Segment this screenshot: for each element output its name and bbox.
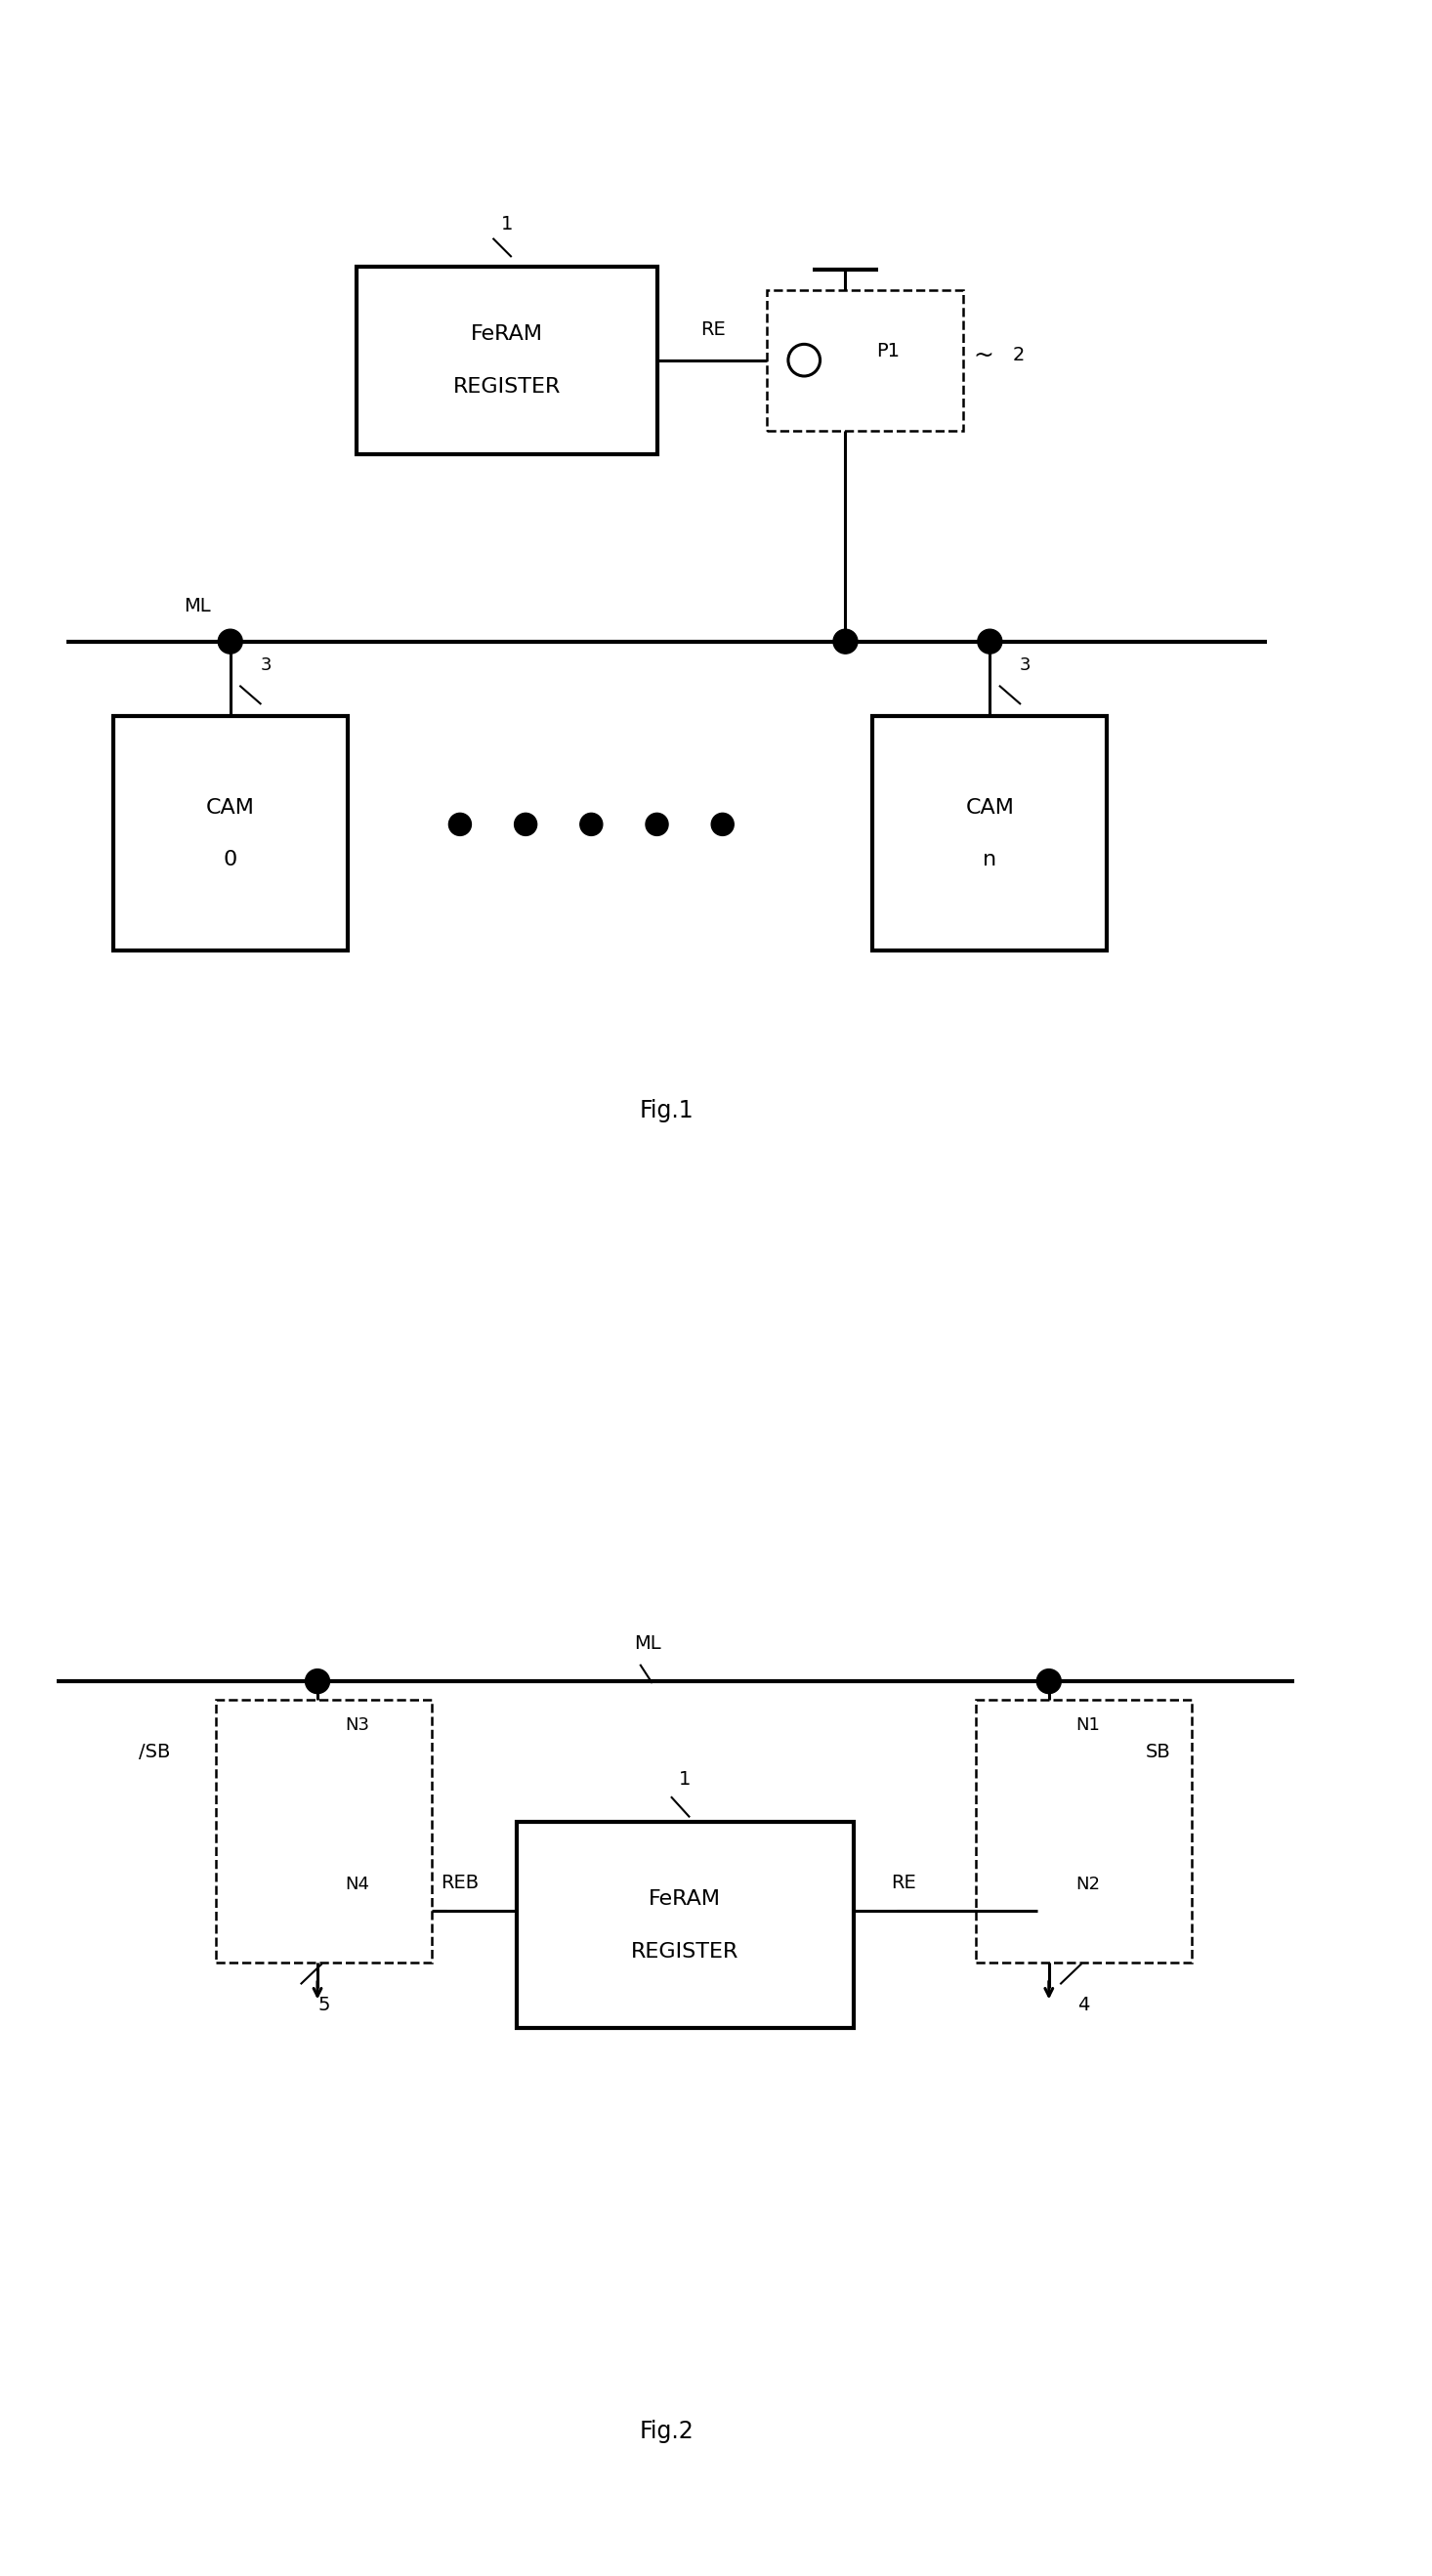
Text: Fig.2: Fig.2 [639, 2419, 693, 2442]
Circle shape [646, 814, 669, 835]
Text: REB: REB [441, 1873, 478, 1893]
Text: 2: 2 [1012, 345, 1024, 366]
Circle shape [218, 629, 242, 654]
Text: N1: N1 [1075, 1716, 1100, 1734]
Bar [766, 291, 964, 430]
Text: N2: N2 [1075, 1875, 1100, 1893]
Text: Fig.1: Fig.1 [639, 1097, 693, 1123]
Text: /SB: /SB [139, 1741, 170, 1762]
Bar [872, 716, 1107, 951]
Text: 0: 0 [223, 850, 238, 871]
Text: RE: RE [891, 1873, 916, 1893]
Text: N4: N4 [345, 1875, 369, 1893]
Bar [216, 1700, 432, 1963]
Text: ~: ~ [972, 343, 994, 368]
Circle shape [833, 629, 858, 654]
Text: SB: SB [1146, 1741, 1170, 1762]
Text: 3: 3 [1020, 657, 1031, 675]
Circle shape [712, 814, 733, 835]
Text: 3: 3 [261, 657, 272, 675]
Bar [517, 1821, 853, 2027]
Text: 5: 5 [318, 1996, 331, 2014]
Text: FeRAM: FeRAM [649, 1888, 722, 1909]
Text: ML: ML [634, 1636, 662, 1654]
Text: ML: ML [183, 598, 211, 616]
Text: REGISTER: REGISTER [632, 1942, 739, 1960]
Circle shape [978, 629, 1002, 654]
Text: RE: RE [700, 322, 726, 340]
Circle shape [580, 814, 603, 835]
Bar [357, 265, 657, 453]
Circle shape [1037, 1669, 1061, 1692]
Circle shape [305, 1669, 329, 1692]
Bar [975, 1700, 1191, 1963]
Text: N3: N3 [345, 1716, 369, 1734]
Circle shape [448, 814, 471, 835]
Text: 4: 4 [1077, 1996, 1090, 2014]
Bar [113, 716, 348, 951]
Text: 1: 1 [501, 214, 513, 234]
Text: P1: P1 [876, 343, 899, 361]
Text: CAM: CAM [206, 799, 255, 817]
Text: n: n [982, 850, 997, 871]
Text: CAM: CAM [965, 799, 1014, 817]
Text: REGISTER: REGISTER [453, 376, 561, 397]
Text: 1: 1 [679, 1770, 692, 1790]
Circle shape [514, 814, 537, 835]
Text: FeRAM: FeRAM [471, 325, 543, 343]
